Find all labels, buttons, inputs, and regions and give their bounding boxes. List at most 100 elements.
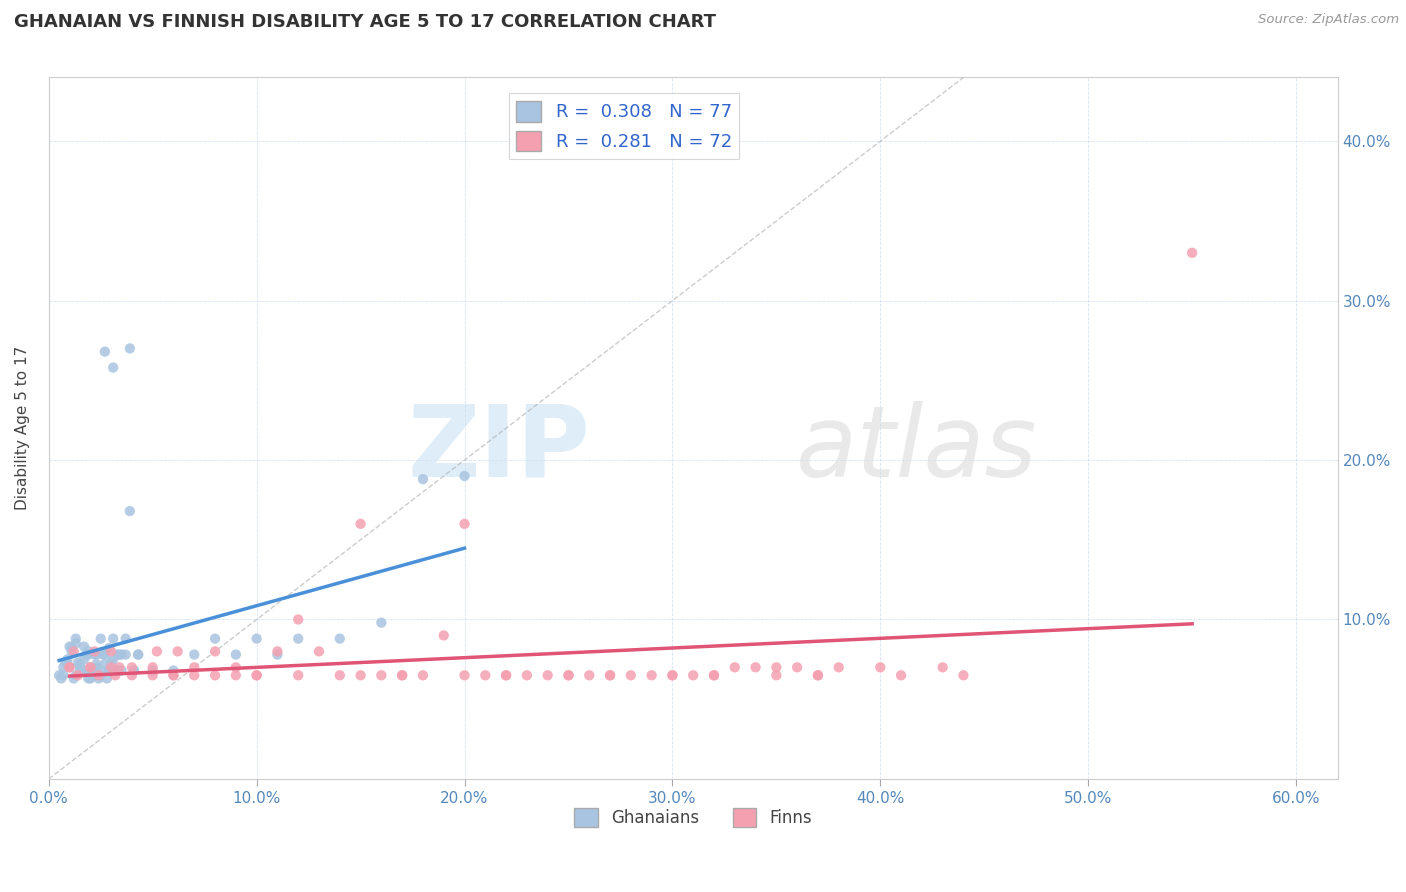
Point <box>90 664 112 678</box>
Point <box>60 644 83 658</box>
Point <box>55 656 77 670</box>
Point <box>104 664 127 678</box>
Point <box>100 656 122 670</box>
Point <box>349 668 371 682</box>
Point <box>121 660 143 674</box>
Point <box>412 472 434 486</box>
Point <box>65 632 87 646</box>
Point <box>73 664 96 678</box>
Point <box>453 668 475 682</box>
Point <box>266 648 288 662</box>
Point <box>287 632 309 646</box>
Point <box>73 640 96 654</box>
Point <box>162 664 184 678</box>
Point <box>287 612 309 626</box>
Point <box>105 664 128 678</box>
Point <box>108 660 131 674</box>
Point <box>225 660 247 674</box>
Point <box>87 672 110 686</box>
Point <box>516 668 538 682</box>
Point <box>127 648 149 662</box>
Point <box>557 668 579 682</box>
Point <box>66 668 89 682</box>
Point <box>77 644 100 658</box>
Point <box>162 668 184 682</box>
Point <box>69 664 91 678</box>
Point <box>79 660 101 674</box>
Point <box>266 644 288 658</box>
Point <box>114 632 136 646</box>
Point <box>82 668 104 682</box>
Point <box>246 668 269 682</box>
Point <box>103 632 125 646</box>
Point <box>557 668 579 682</box>
Point <box>90 632 112 646</box>
Point <box>370 668 392 682</box>
Point <box>122 664 145 678</box>
Point <box>91 648 114 662</box>
Point <box>869 660 891 674</box>
Point <box>183 660 205 674</box>
Point <box>110 648 132 662</box>
Point <box>51 672 73 686</box>
Point <box>118 342 141 356</box>
Point <box>391 668 413 682</box>
Point <box>204 668 226 682</box>
Point <box>724 660 747 674</box>
Point <box>890 668 912 682</box>
Point <box>98 664 121 678</box>
Point <box>412 668 434 682</box>
Point <box>204 644 226 658</box>
Point <box>765 668 787 682</box>
Point <box>370 615 392 630</box>
Point <box>391 668 413 682</box>
Point <box>58 660 80 674</box>
Point <box>828 660 851 674</box>
Point <box>246 668 269 682</box>
Point <box>807 668 830 682</box>
Point <box>162 668 184 682</box>
Point <box>578 668 600 682</box>
Point <box>104 668 127 682</box>
Point <box>87 668 110 682</box>
Point <box>952 668 974 682</box>
Y-axis label: Disability Age 5 to 17: Disability Age 5 to 17 <box>15 346 30 510</box>
Point <box>98 664 121 678</box>
Point <box>105 648 128 662</box>
Point <box>166 644 188 658</box>
Point <box>786 660 808 674</box>
Point <box>225 648 247 662</box>
Point <box>122 664 145 678</box>
Point <box>52 668 75 682</box>
Point <box>86 648 108 662</box>
Point <box>453 516 475 531</box>
Point <box>537 668 560 682</box>
Point <box>204 632 226 646</box>
Point <box>83 648 105 662</box>
Point <box>82 668 104 682</box>
Point <box>495 668 517 682</box>
Point <box>90 668 112 682</box>
Point <box>142 664 165 678</box>
Point <box>453 469 475 483</box>
Point <box>703 668 725 682</box>
Point <box>433 628 456 642</box>
Point <box>640 668 662 682</box>
Text: atlas: atlas <box>796 401 1038 498</box>
Point <box>474 668 496 682</box>
Point <box>349 516 371 531</box>
Point <box>142 668 165 682</box>
Point <box>56 652 79 666</box>
Point <box>744 660 766 674</box>
Point <box>75 648 97 662</box>
Point <box>60 641 83 656</box>
Point <box>620 668 643 682</box>
Point <box>661 668 683 682</box>
Point <box>94 657 117 672</box>
Point <box>65 668 87 682</box>
Point <box>56 657 79 672</box>
Point <box>52 660 75 674</box>
Point <box>599 668 621 682</box>
Text: GHANAIAN VS FINNISH DISABILITY AGE 5 TO 17 CORRELATION CHART: GHANAIAN VS FINNISH DISABILITY AGE 5 TO … <box>14 13 716 31</box>
Point <box>96 672 118 686</box>
